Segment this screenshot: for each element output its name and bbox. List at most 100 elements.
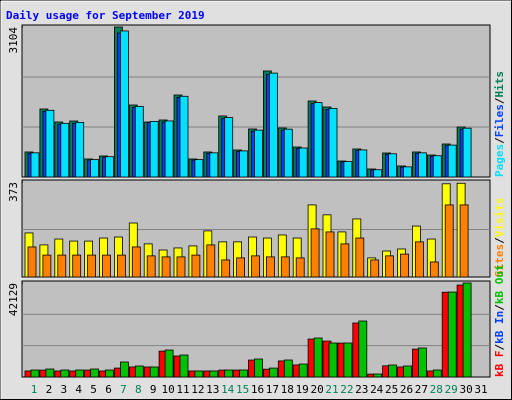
bar — [268, 72, 278, 178]
legend-entry: kB F — [493, 351, 506, 378]
bar — [447, 291, 457, 378]
x-tick-label: 15 — [236, 383, 249, 396]
bar — [388, 364, 398, 378]
bar — [87, 254, 96, 278]
bar — [373, 373, 383, 378]
x-tick-label: 4 — [75, 383, 82, 396]
legend: Sites/Visits — [493, 198, 506, 278]
x-tick-label: 5 — [90, 383, 97, 396]
x-tick-label: 2 — [46, 383, 53, 396]
bar — [254, 129, 263, 178]
bar — [325, 231, 335, 278]
bar — [179, 354, 189, 378]
bar — [149, 366, 159, 378]
bar — [236, 257, 246, 278]
bar — [358, 149, 368, 178]
bar — [462, 127, 472, 178]
bar — [403, 166, 412, 178]
bar — [179, 95, 189, 178]
legend-entry: Files — [493, 104, 506, 137]
x-tick-label: 7 — [120, 383, 127, 396]
bar — [102, 254, 111, 278]
bar — [373, 169, 383, 178]
bar — [45, 109, 55, 178]
legend-entry: kB In — [493, 311, 506, 344]
bar — [254, 358, 263, 378]
x-tick-label: 22 — [340, 383, 353, 396]
bar — [298, 147, 308, 178]
bar — [146, 255, 156, 278]
x-tick-label: 3 — [60, 383, 67, 396]
legend-entry: Hits — [493, 71, 506, 98]
bar — [149, 121, 159, 178]
bar — [388, 153, 398, 178]
bar — [429, 261, 439, 278]
bar — [105, 156, 114, 178]
legend-entry: Sites — [493, 244, 506, 277]
x-tick-label: 20 — [310, 383, 323, 396]
bar — [134, 365, 144, 378]
bar — [206, 244, 216, 278]
bar — [328, 342, 338, 378]
x-tick-label: 31 — [474, 383, 487, 396]
x-tick-label: 19 — [296, 383, 309, 396]
bar — [298, 363, 308, 378]
bar — [251, 255, 260, 278]
legend-separator: / — [493, 137, 506, 144]
x-tick-label: 21 — [325, 383, 338, 396]
bar — [459, 204, 469, 278]
bar — [30, 369, 40, 378]
bar — [120, 361, 129, 378]
bar — [194, 159, 204, 178]
bar — [45, 368, 55, 378]
chart-title: Daily usage for September 2019 — [6, 9, 205, 22]
bar — [176, 256, 186, 278]
bar — [75, 369, 85, 378]
x-tick-label: 24 — [370, 383, 384, 396]
bar — [343, 342, 353, 378]
x-tick-label: 16 — [251, 383, 264, 396]
bar — [239, 369, 249, 378]
legend-separator: / — [493, 304, 506, 311]
x-tick-label: 17 — [266, 383, 279, 396]
bar — [265, 256, 275, 278]
x-tick-label: 28 — [430, 383, 443, 396]
bar — [42, 254, 52, 278]
bar — [280, 256, 290, 278]
bar — [224, 117, 234, 178]
x-tick-label: 1 — [31, 383, 38, 396]
x-tick-label: 29 — [445, 383, 458, 396]
bar — [313, 102, 323, 178]
x-tick-label: 23 — [355, 383, 368, 396]
bar — [30, 152, 40, 178]
x-tick-label: 14 — [221, 383, 235, 396]
bar — [417, 152, 427, 178]
bar — [328, 107, 338, 178]
bar — [60, 122, 70, 178]
bar — [57, 254, 67, 278]
x-tick-label: 27 — [415, 383, 428, 396]
bar — [355, 237, 365, 278]
legend-entry: Visits — [493, 198, 506, 238]
bar — [358, 320, 368, 378]
bar — [221, 259, 231, 278]
legend-separator: / — [493, 97, 506, 104]
bar — [310, 228, 320, 278]
bar — [385, 255, 395, 278]
bar — [432, 155, 442, 178]
legend: kB F/kB In/kB Out — [493, 264, 506, 377]
bar — [295, 257, 305, 278]
bar — [131, 246, 141, 278]
bar — [444, 204, 454, 278]
bar — [283, 128, 293, 178]
bar — [27, 246, 37, 278]
bar — [72, 254, 82, 278]
legend-separator: / — [493, 237, 506, 244]
bar — [224, 369, 234, 378]
bar — [105, 369, 114, 378]
x-tick-label: 18 — [281, 383, 294, 396]
bar — [120, 30, 129, 178]
bar — [134, 106, 144, 178]
bar — [432, 369, 442, 378]
